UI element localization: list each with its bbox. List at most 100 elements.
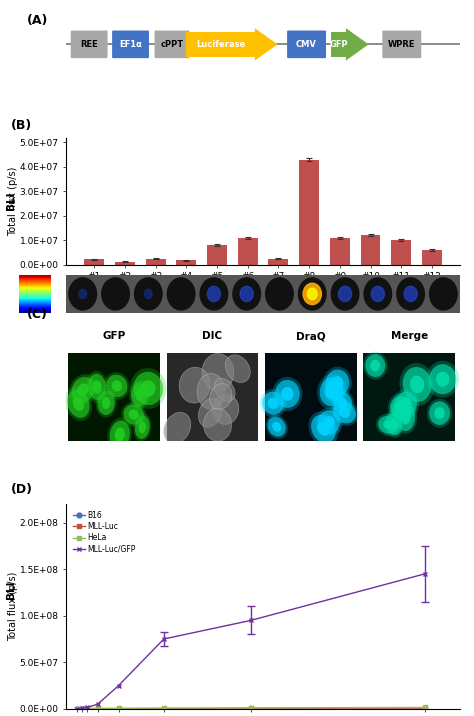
Ellipse shape: [332, 376, 344, 390]
Ellipse shape: [323, 367, 352, 399]
Ellipse shape: [317, 422, 329, 436]
Ellipse shape: [317, 374, 346, 409]
Ellipse shape: [395, 392, 417, 415]
Ellipse shape: [203, 408, 232, 441]
Text: REE: REE: [80, 40, 98, 49]
Text: BLI: BLI: [6, 581, 16, 599]
Ellipse shape: [65, 387, 92, 421]
Ellipse shape: [136, 389, 144, 401]
Ellipse shape: [311, 415, 336, 443]
MLL-Luc: [116, 705, 121, 713]
Text: DIC: DIC: [202, 332, 222, 342]
Ellipse shape: [129, 379, 150, 410]
Y-axis label: Total flux (p/s): Total flux (p/s): [9, 571, 18, 641]
Ellipse shape: [73, 397, 84, 411]
Polygon shape: [346, 28, 369, 61]
Ellipse shape: [339, 407, 350, 418]
FancyBboxPatch shape: [331, 32, 346, 57]
Ellipse shape: [378, 416, 399, 434]
Text: DraQ: DraQ: [296, 332, 326, 342]
Polygon shape: [255, 28, 278, 61]
Ellipse shape: [199, 398, 222, 427]
FancyBboxPatch shape: [71, 31, 108, 58]
Bar: [238, 238, 258, 265]
Ellipse shape: [338, 397, 347, 409]
Line: B16: B16: [74, 706, 428, 711]
Ellipse shape: [130, 368, 166, 409]
Ellipse shape: [331, 390, 354, 417]
Ellipse shape: [202, 354, 234, 391]
Ellipse shape: [115, 427, 125, 442]
Ellipse shape: [72, 377, 94, 402]
Ellipse shape: [390, 418, 398, 430]
MLL-Luc/GFP: [161, 634, 167, 643]
Ellipse shape: [436, 372, 449, 387]
Ellipse shape: [212, 395, 239, 425]
Ellipse shape: [69, 374, 97, 405]
B16: [84, 705, 90, 713]
Ellipse shape: [67, 390, 90, 418]
Bar: [176, 260, 196, 265]
Ellipse shape: [262, 392, 284, 415]
Ellipse shape: [376, 414, 401, 436]
Ellipse shape: [410, 376, 424, 393]
Ellipse shape: [400, 363, 435, 406]
B16: [116, 705, 121, 713]
Ellipse shape: [429, 402, 450, 425]
Ellipse shape: [268, 397, 279, 409]
Line: MLL-Luc/GFP: MLL-Luc/GFP: [74, 571, 428, 711]
Text: BLI: BLI: [6, 192, 16, 211]
Ellipse shape: [88, 374, 106, 400]
Ellipse shape: [275, 380, 300, 408]
Ellipse shape: [124, 405, 144, 425]
Ellipse shape: [388, 393, 412, 422]
Bar: [330, 238, 350, 265]
Ellipse shape: [121, 402, 146, 427]
Text: CMV: CMV: [296, 40, 317, 49]
Ellipse shape: [326, 384, 337, 399]
Legend: B16, MLL-Luc, HeLa, MLL-Luc/GFP: B16, MLL-Luc, HeLa, MLL-Luc/GFP: [70, 508, 139, 557]
Ellipse shape: [370, 360, 380, 372]
Ellipse shape: [102, 397, 110, 409]
MLL-Luc: [248, 704, 254, 712]
Ellipse shape: [326, 369, 349, 396]
Ellipse shape: [426, 361, 459, 397]
Ellipse shape: [265, 415, 288, 439]
Ellipse shape: [390, 396, 410, 419]
Ellipse shape: [401, 411, 410, 425]
FancyBboxPatch shape: [186, 32, 255, 57]
HeLa: [248, 704, 254, 712]
Ellipse shape: [384, 410, 403, 437]
Ellipse shape: [329, 385, 338, 396]
Text: (B): (B): [11, 120, 33, 132]
Ellipse shape: [133, 372, 163, 405]
Ellipse shape: [403, 367, 431, 402]
Ellipse shape: [427, 399, 452, 427]
Ellipse shape: [330, 400, 359, 426]
FancyBboxPatch shape: [167, 353, 258, 441]
Text: GFP: GFP: [329, 40, 348, 49]
Bar: [146, 258, 165, 265]
Bar: [115, 262, 135, 265]
MLL-Luc: [74, 705, 80, 713]
Line: MLL-Luc: MLL-Luc: [74, 706, 428, 711]
Bar: [361, 236, 381, 265]
MLL-Luc/GFP: [248, 616, 254, 624]
Text: (D): (D): [11, 483, 33, 495]
Ellipse shape: [108, 417, 132, 452]
FancyBboxPatch shape: [364, 353, 455, 441]
MLL-Luc/GFP: [422, 569, 428, 578]
Ellipse shape: [104, 372, 130, 400]
Ellipse shape: [92, 380, 101, 394]
Ellipse shape: [397, 405, 407, 416]
Bar: [207, 245, 227, 265]
MLL-Luc/GFP: [95, 700, 100, 708]
Ellipse shape: [390, 397, 414, 423]
MLL-Luc/GFP: [84, 703, 90, 712]
Ellipse shape: [268, 417, 286, 437]
Bar: [391, 240, 411, 265]
FancyBboxPatch shape: [383, 31, 421, 58]
Ellipse shape: [333, 402, 356, 423]
HeLa: [84, 704, 90, 712]
Ellipse shape: [393, 389, 419, 418]
